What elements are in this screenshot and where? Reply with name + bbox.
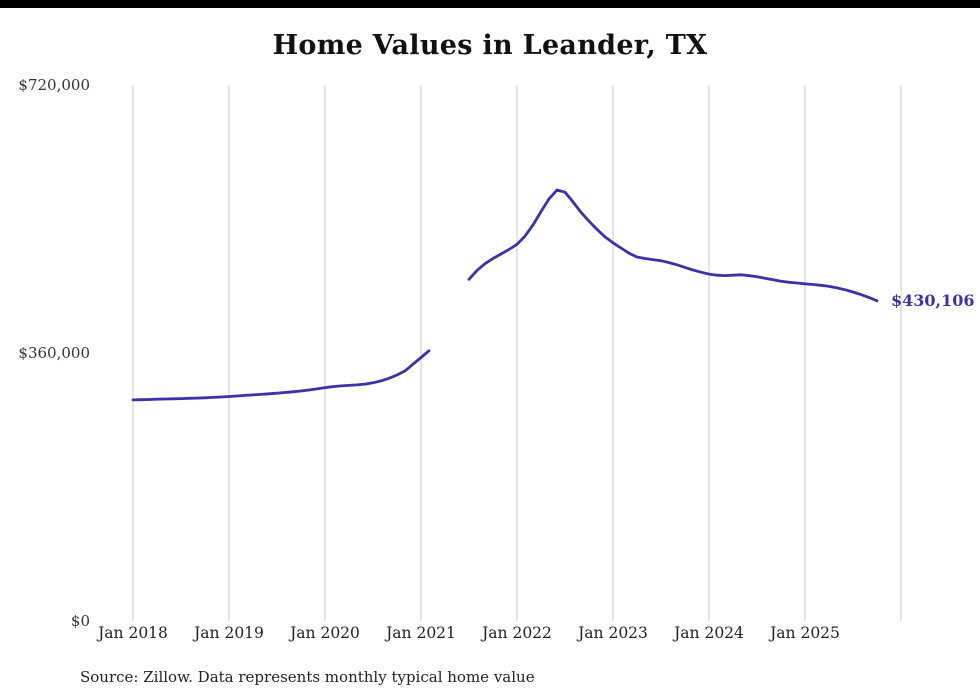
home-value-line: [131, 188, 879, 402]
svg-text:Jan 2021: Jan 2021: [384, 624, 456, 642]
svg-text:$360,000: $360,000: [18, 344, 90, 362]
svg-text:Jan 2022: Jan 2022: [480, 624, 552, 642]
x-axis-labels: Jan 2018 Jan 2019 Jan 2020 Jan 2021 Jan 2022…: [96, 624, 840, 642]
svg-text:Jan 2020: Jan 2020: [288, 624, 360, 642]
svg-text:Jan 2025: Jan 2025: [768, 624, 840, 642]
y-axis-labels: $0 $360,000 $720,000: [18, 76, 90, 630]
top-bar: [0, 0, 980, 8]
latest-value-label: $430,106: [891, 291, 975, 310]
source-note: Source: Zillow. Data represents monthly …: [80, 668, 535, 686]
svg-text:Jan 2024: Jan 2024: [672, 624, 744, 642]
svg-text:$0: $0: [71, 612, 90, 630]
chart-title: Home Values in Leander, TX: [272, 30, 708, 61]
gridlines: [132, 85, 902, 621]
svg-text:$720,000: $720,000: [18, 76, 90, 94]
svg-text:Jan 2019: Jan 2019: [192, 624, 264, 642]
svg-text:Jan 2018: Jan 2018: [96, 624, 168, 642]
svg-text:Jan 2023: Jan 2023: [576, 624, 648, 642]
